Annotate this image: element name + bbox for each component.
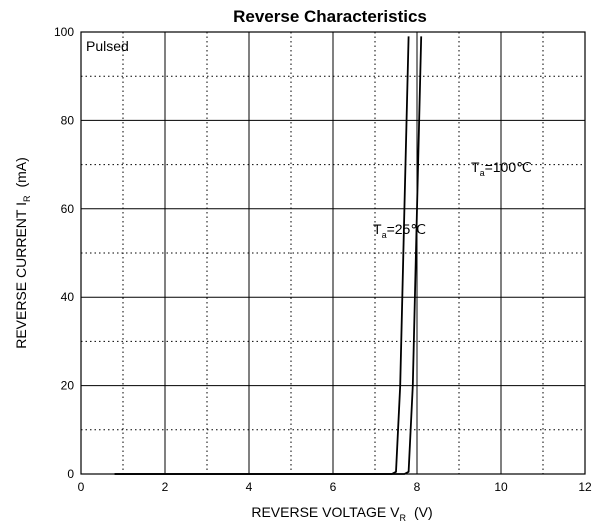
x-tick-label: 8 [414,480,421,494]
chart-title: Reverse Characteristics [233,7,427,26]
x-axis-label-main: REVERSE VOLTAGE V [251,504,400,520]
x-axis-label-unit: (V) [414,504,433,520]
y-tick-label: 100 [54,25,74,39]
series-label-25c-main: T [373,221,382,237]
y-tick-label: 0 [67,467,74,481]
series-label-100c-rest: =100℃ [485,159,532,175]
pulsed-annotation: Pulsed [86,38,129,54]
x-tick-label: 10 [494,480,508,494]
y-axis-label-sub: R [22,195,32,202]
y-axis-label: REVERSE CURRENT IR (mA) [13,157,32,349]
y-tick-label: 80 [61,113,75,127]
x-tick-label: 12 [578,480,592,494]
series-layer [114,36,423,475]
y-tick-label: 60 [61,202,75,216]
x-tick-label: 0 [78,480,85,494]
y-axis-ticks: 0 20 40 60 80 100 [54,25,74,481]
y-axis-label-main: REVERSE CURRENT I [13,202,29,349]
series-label-100c-sub: a [480,168,485,178]
major-grid [81,32,585,474]
series-label-25c-rest: =25℃ [387,221,426,237]
x-axis-ticks: 0 2 4 6 8 10 12 [78,480,592,494]
x-axis-label: REVERSE VOLTAGE VR (V) [251,504,432,523]
y-tick-label: 40 [61,290,75,304]
x-tick-label: 6 [330,480,337,494]
x-axis-label-sub: R [399,513,406,523]
y-tick-label: 20 [61,379,75,393]
x-tick-label: 2 [162,480,169,494]
series-label-100c-main: T [471,159,480,175]
series-line-25c [114,36,410,475]
series-line-100c [114,36,423,475]
x-tick-label: 4 [246,480,253,494]
series-label-100c: Ta=100℃ [471,159,532,178]
y-axis-label-unit: (mA) [13,157,29,187]
series-label-25c-sub: a [382,230,387,240]
series-label-25c: Ta=25℃ [373,221,426,240]
